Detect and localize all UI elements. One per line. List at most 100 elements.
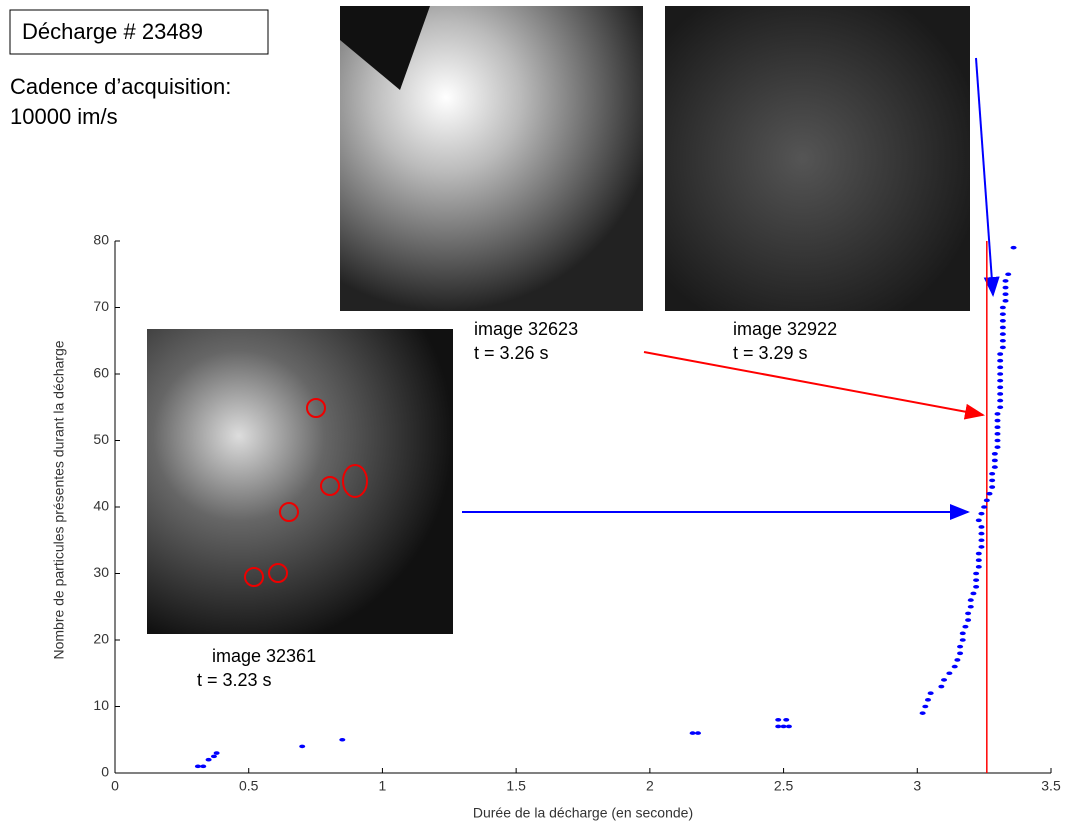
point <box>967 598 974 602</box>
point <box>999 345 1006 350</box>
point <box>927 691 934 695</box>
caption: image 32922 <box>733 319 837 339</box>
point <box>965 611 972 616</box>
point <box>994 425 1001 430</box>
point <box>989 485 996 489</box>
y-tick-label: 70 <box>93 298 109 314</box>
point <box>973 571 980 576</box>
point <box>946 671 953 676</box>
point <box>1002 279 1009 283</box>
y-tick-label: 60 <box>93 365 109 381</box>
point <box>957 644 964 649</box>
point <box>997 378 1004 383</box>
point <box>1002 299 1009 303</box>
caption: image 32623 <box>474 319 578 339</box>
point <box>973 585 980 589</box>
point <box>965 618 972 622</box>
y-tick-label: 20 <box>93 631 109 647</box>
image-shadow <box>340 6 430 90</box>
point <box>994 445 1001 449</box>
x-tick-label: 2 <box>646 778 654 794</box>
rate-label: Cadence d’acquisition: <box>10 74 231 99</box>
point <box>991 458 998 463</box>
rate-value: 10000 im/s <box>10 104 118 129</box>
y-tick-label: 80 <box>93 232 109 248</box>
point <box>978 525 985 529</box>
point <box>997 392 1004 396</box>
point <box>999 305 1006 310</box>
point <box>775 718 782 722</box>
point <box>967 604 974 609</box>
point <box>1010 245 1017 250</box>
title-box <box>9 9 269 55</box>
point <box>339 737 346 742</box>
point <box>922 704 929 709</box>
point <box>213 751 220 755</box>
caption: t = 3.23 s <box>197 670 272 690</box>
x-tick-label: 0 <box>111 778 119 794</box>
point <box>694 731 701 735</box>
point <box>780 724 787 729</box>
point <box>957 651 964 656</box>
arrow <box>975 57 1000 297</box>
point <box>986 491 993 496</box>
point <box>959 638 966 642</box>
x-tick-label: 3.5 <box>1041 778 1061 794</box>
point <box>997 358 1004 363</box>
point <box>962 624 969 629</box>
point <box>997 398 1004 403</box>
point <box>783 718 790 722</box>
point <box>994 418 1001 423</box>
point <box>1002 292 1009 297</box>
point <box>210 754 217 759</box>
point <box>999 319 1006 323</box>
point <box>975 518 982 523</box>
point <box>999 325 1006 330</box>
y-tick-label: 50 <box>93 431 109 447</box>
camera-image <box>147 329 453 634</box>
x-tick-label: 3 <box>913 778 921 794</box>
point <box>975 558 982 562</box>
y-axis-title: Nombre de particules présentes durant la… <box>51 340 67 659</box>
caption: t = 3.29 s <box>733 343 808 363</box>
point <box>938 684 945 689</box>
x-tick-label: 1 <box>379 778 387 794</box>
arrow <box>643 351 985 420</box>
point <box>978 545 985 549</box>
point <box>973 578 980 582</box>
point <box>200 764 207 769</box>
caption: image 32361 <box>212 646 316 666</box>
camera-image <box>665 6 970 311</box>
point <box>970 591 977 596</box>
point <box>975 551 982 556</box>
caption: t = 3.26 s <box>474 343 549 363</box>
point <box>997 365 1004 370</box>
y-tick-label: 0 <box>101 764 109 780</box>
point <box>959 631 966 636</box>
discharge: Décharge # 23489 <box>22 19 203 44</box>
point <box>978 531 985 536</box>
point <box>991 465 998 469</box>
point <box>994 438 1001 443</box>
point <box>999 332 1006 336</box>
point <box>689 731 696 735</box>
point <box>775 724 782 729</box>
point <box>941 678 948 682</box>
point <box>999 338 1006 343</box>
point <box>994 412 1001 416</box>
point <box>994 432 1001 436</box>
point <box>991 452 998 456</box>
x-tick-label: 0.5 <box>239 778 259 794</box>
point <box>954 658 961 662</box>
point <box>978 538 985 543</box>
point <box>1002 285 1009 290</box>
point <box>205 757 212 762</box>
point <box>919 711 926 715</box>
point <box>975 565 982 569</box>
y-tick-label: 30 <box>93 564 109 580</box>
x-axis-title: Durée de la décharge (en seconde) <box>473 805 693 821</box>
point <box>989 471 996 476</box>
point <box>978 511 985 516</box>
point <box>194 764 201 769</box>
point <box>951 664 958 669</box>
